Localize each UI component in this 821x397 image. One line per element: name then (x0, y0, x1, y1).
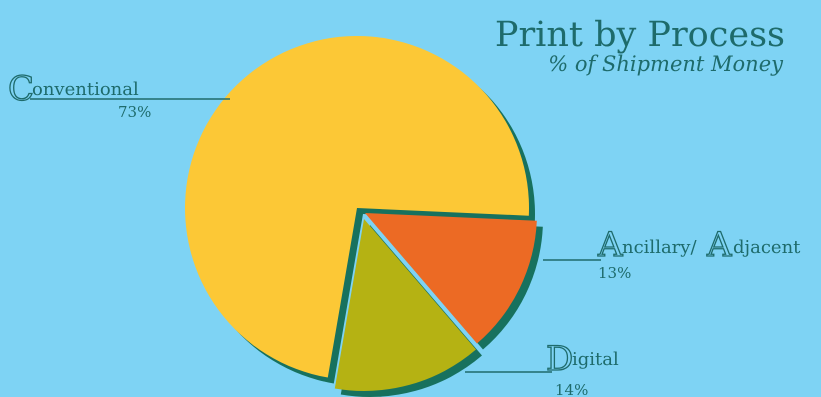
pct-conventional: 73% (118, 103, 151, 121)
pct-digital: 14% (555, 381, 588, 397)
label-conventional: C onventional 73% (7, 68, 230, 121)
label-conventional-initial: C (8, 69, 34, 109)
pie-slices (185, 35, 543, 397)
label-digital: D igital 14% (465, 338, 619, 397)
label-ancillary-initial: A (597, 225, 623, 265)
pct-ancillary-adjacent: 13% (598, 264, 631, 282)
label-digital-text: igital (572, 349, 619, 370)
label-digital-initial: D (546, 339, 573, 379)
chart-title: Print by Process (495, 15, 785, 55)
label-adjacent-text: djacent (733, 237, 801, 258)
slice-ancillary-adjacent (365, 213, 537, 344)
label-ancillary-text: ncillary/ (622, 237, 697, 258)
label-conventional-text: onventional (32, 79, 139, 100)
slice-conventional (185, 35, 530, 378)
chart-subtitle: % of Shipment Money (548, 52, 784, 76)
label-adjacent-initial: A (706, 225, 732, 265)
label-ancillary-adjacent: A ncillary/ A djacent 13% (543, 224, 801, 282)
slice-digital (334, 219, 476, 391)
